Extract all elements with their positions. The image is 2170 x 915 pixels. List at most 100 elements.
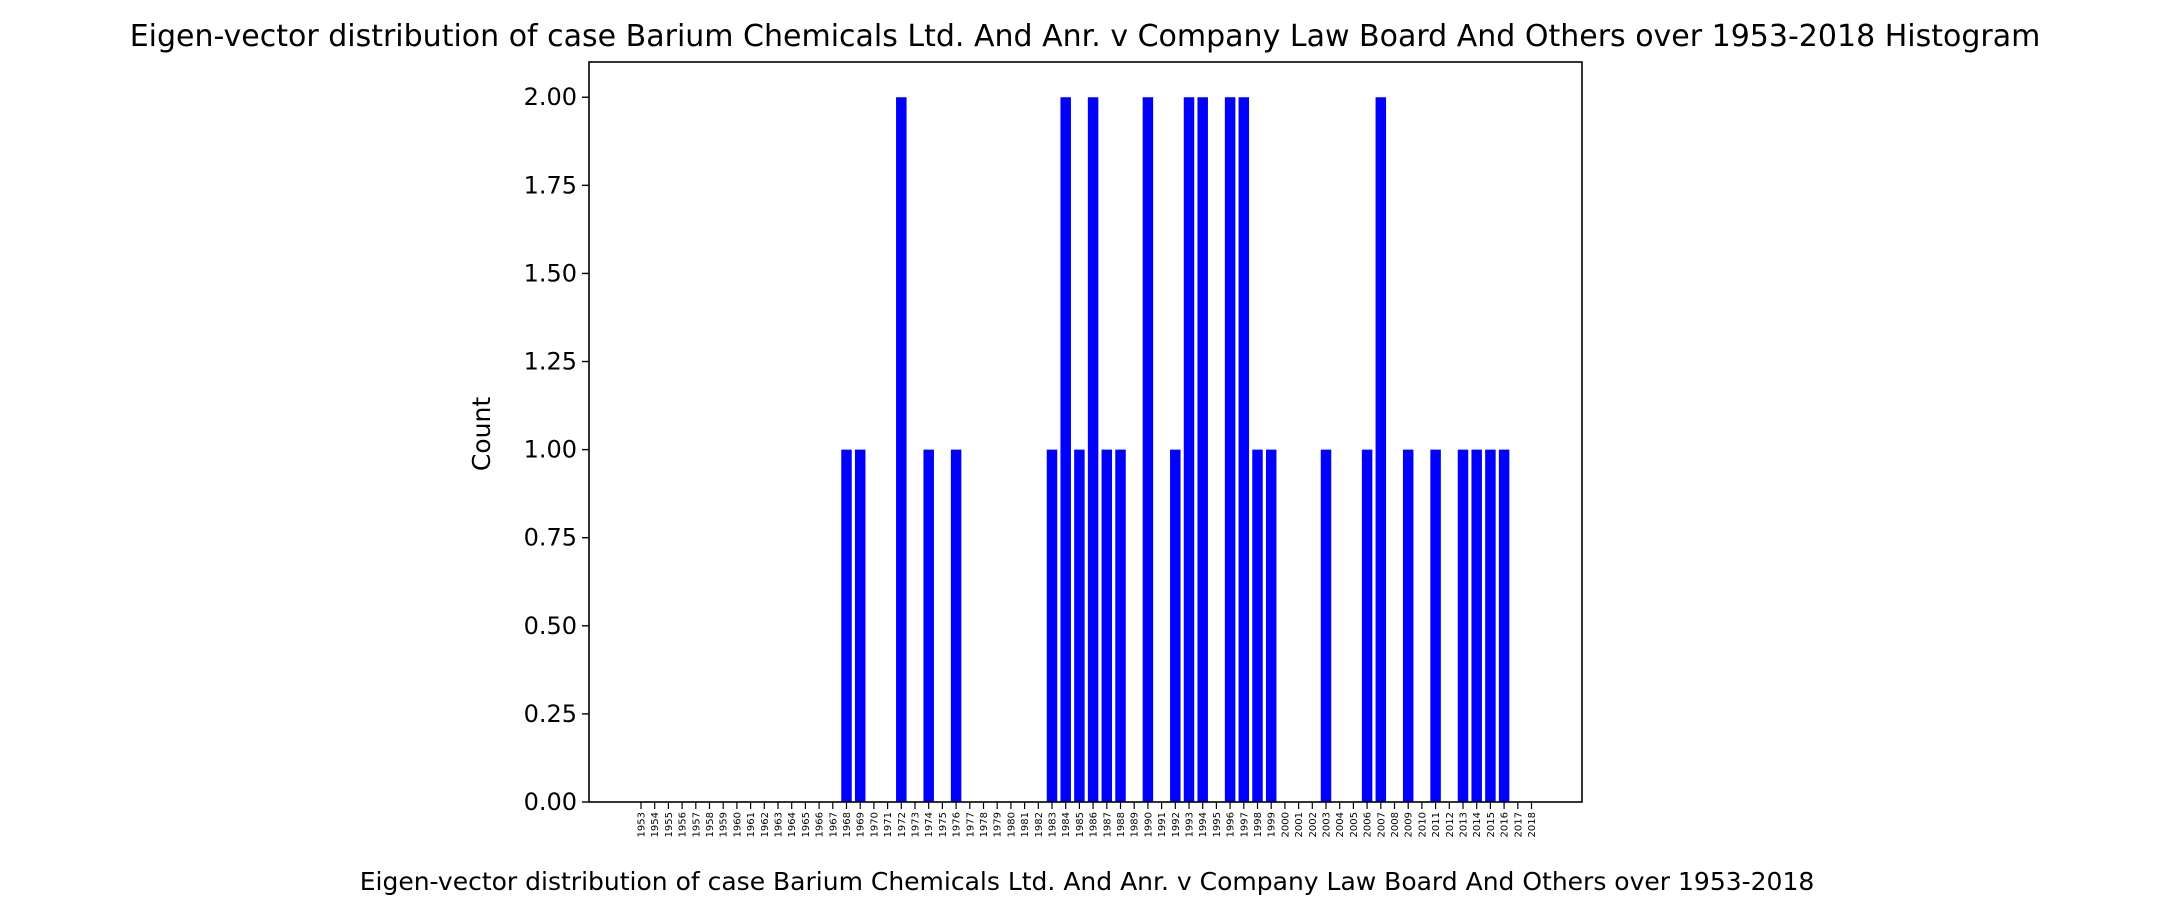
- x-tick-label: 1997: [1239, 812, 1250, 837]
- x-tick-label: 1962: [760, 812, 771, 837]
- x-tick-label: 2016: [1500, 812, 1511, 837]
- bar-2015: [1485, 449, 1496, 802]
- plot-area: 0.00 0.25 0.50 0.75 1.00 1.25 1.50 1.75 2.00 1953…: [524, 61, 1583, 837]
- x-tick-label: 1982: [1034, 812, 1045, 837]
- x-tick-label: 1958: [705, 812, 716, 837]
- x-tick-label: 1971: [883, 812, 894, 837]
- x-tick-label: 1985: [1075, 812, 1086, 837]
- bar-2016: [1498, 449, 1510, 802]
- x-tick-label: 2000: [1280, 812, 1291, 837]
- y-tick-label: 0.50: [524, 612, 577, 640]
- bar-1986: [1087, 97, 1099, 803]
- bar-1992: [1170, 449, 1181, 802]
- chart-title: Eigen-vector distribution of case Barium…: [130, 19, 2041, 54]
- x-tick-label: 1967: [828, 812, 839, 837]
- y-tick-label: 1.25: [524, 348, 577, 376]
- x-tick-label: 1954: [650, 812, 661, 837]
- bar-1994: [1197, 97, 1208, 803]
- x-tick-label: 1981: [1020, 812, 1031, 837]
- x-tick-label: 1969: [856, 812, 867, 837]
- x-tick-label: 1993: [1185, 812, 1196, 837]
- x-tick-label: 1963: [774, 812, 785, 837]
- x-tick-label: 2009: [1404, 812, 1415, 837]
- bar-2007: [1375, 97, 1387, 803]
- x-tick-label: 1984: [1061, 812, 1072, 837]
- x-tick-label: 1959: [719, 812, 730, 837]
- x-tick-label: 2010: [1417, 812, 1428, 837]
- x-tick-label: 2008: [1390, 812, 1401, 837]
- x-tick-label: 2018: [1527, 812, 1538, 837]
- bar-1997: [1238, 97, 1250, 803]
- x-tick-label: 1979: [993, 812, 1004, 837]
- x-tick-label: 2014: [1472, 812, 1483, 837]
- x-tick-label: 1974: [924, 812, 935, 837]
- x-tick-label: 1972: [897, 812, 908, 837]
- x-tick-label: 1973: [911, 812, 922, 837]
- x-tick-label: 1966: [815, 812, 826, 837]
- bar-2011: [1430, 449, 1441, 802]
- x-tick-label: 1983: [1048, 812, 1059, 837]
- x-tick-label: 1970: [869, 812, 880, 837]
- bar-2014: [1471, 449, 1482, 802]
- x-tick-label: 1978: [979, 812, 990, 837]
- bar-1983: [1046, 449, 1058, 802]
- x-tick-label: 1987: [1102, 812, 1113, 837]
- bar-1987: [1101, 449, 1113, 802]
- bar-1969: [854, 449, 866, 802]
- bar-1988: [1115, 449, 1126, 802]
- x-tick-label: 2004: [1335, 812, 1346, 837]
- bar-1984: [1060, 97, 1071, 803]
- x-tick-label: 2012: [1445, 812, 1456, 837]
- x-tick-label: 1988: [1116, 812, 1127, 837]
- x-tick-label: 1964: [787, 812, 798, 837]
- bar-1974: [923, 449, 934, 802]
- x-tick-label: 1953: [637, 812, 648, 837]
- y-tick-label: 1.75: [524, 171, 577, 199]
- y-tick-label: 2.00: [524, 83, 577, 111]
- x-tick-label: 2005: [1349, 812, 1360, 837]
- bar-2013: [1457, 449, 1469, 802]
- x-tick-label: 2007: [1376, 812, 1387, 837]
- y-tick-label: 0.75: [524, 524, 577, 552]
- x-tick-label: 2002: [1308, 812, 1319, 837]
- y-axis-label: Count: [467, 397, 496, 471]
- x-tick-label: 1989: [1130, 812, 1141, 837]
- y-tick-label: 0.00: [524, 788, 577, 816]
- y-tick-label: 0.25: [524, 700, 577, 728]
- bar-1999: [1265, 449, 1277, 802]
- bar-1985: [1074, 449, 1085, 802]
- bar-1972: [896, 97, 907, 803]
- x-tick-label: 1998: [1253, 812, 1264, 837]
- x-tick-label: 1965: [801, 812, 812, 837]
- x-tick-label: 1975: [938, 812, 949, 837]
- x-tick-label: 1996: [1226, 812, 1237, 837]
- bar-1968: [841, 449, 852, 802]
- bar-1993: [1183, 97, 1195, 803]
- x-tick-label: 1961: [746, 812, 757, 837]
- bar-2009: [1402, 449, 1414, 802]
- x-tick-label: 1991: [1157, 812, 1168, 837]
- y-tick-label: 1.50: [524, 259, 577, 287]
- axes-frame: [588, 61, 1583, 803]
- bar-1998: [1252, 449, 1263, 802]
- x-tick-label: 1999: [1267, 812, 1278, 837]
- x-tick-label: 2015: [1486, 812, 1497, 837]
- x-tick-label: 1990: [1143, 812, 1154, 837]
- x-tick-label: 2001: [1294, 812, 1305, 837]
- x-tick-label: 1992: [1171, 812, 1182, 837]
- x-tick-label: 1980: [1006, 812, 1017, 837]
- x-tick-label: 2003: [1322, 812, 1333, 837]
- bar-2003: [1320, 449, 1332, 802]
- x-tick-label: 1986: [1089, 812, 1100, 837]
- x-tick-label: 2006: [1363, 812, 1374, 837]
- x-tick-label: 1976: [952, 812, 963, 837]
- x-tick-label: 1995: [1212, 812, 1223, 837]
- x-tick-label: 1957: [691, 812, 702, 837]
- x-tick-label: 1955: [664, 812, 675, 837]
- x-axis-label: Eigen-vector distribution of case Barium…: [360, 867, 1815, 896]
- x-tick-label: 2017: [1513, 812, 1524, 837]
- x-tick-label: 1977: [965, 812, 976, 837]
- x-tick-label: 2011: [1431, 812, 1442, 837]
- x-tick-label: 1968: [842, 812, 853, 837]
